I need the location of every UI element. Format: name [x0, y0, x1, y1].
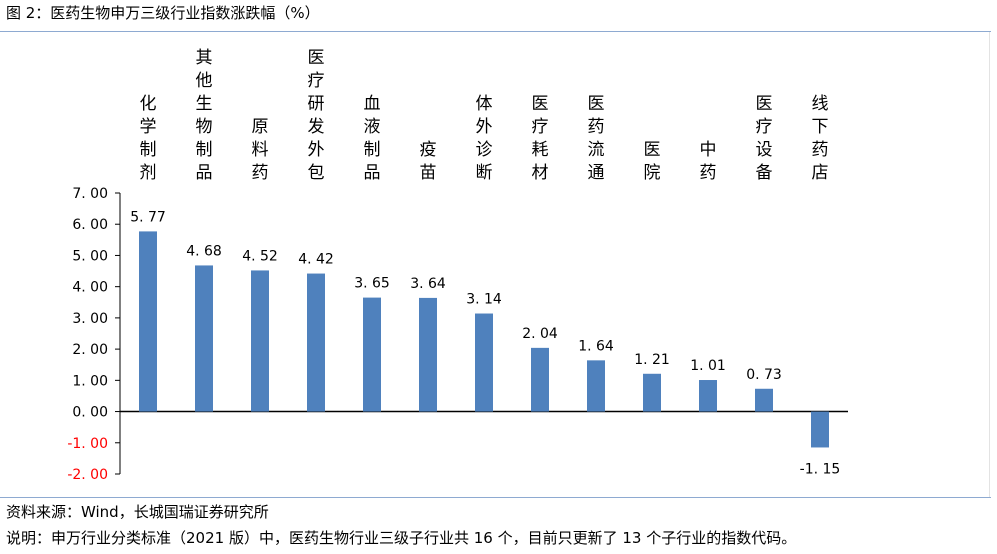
y-tick-label: 2. 00	[72, 342, 108, 358]
category-label: 体外诊断	[476, 94, 493, 183]
bar	[643, 373, 661, 412]
y-tick-label: 6. 00	[72, 217, 108, 233]
y-tick-label: 3. 00	[72, 311, 108, 327]
value-label: 3. 65	[354, 276, 390, 292]
category-label: 疫苗	[420, 140, 437, 183]
category-label: 医疗研发外包	[308, 48, 325, 183]
value-label: 5. 77	[130, 209, 166, 225]
value-label: 3. 14	[466, 292, 502, 308]
bottom-divider	[0, 497, 991, 498]
category-label: 其他生物制品	[196, 48, 213, 183]
bar	[811, 411, 829, 448]
value-label: 4. 52	[242, 248, 278, 264]
y-tick-label: -1. 00	[67, 436, 108, 452]
y-tick-label: 7. 00	[72, 186, 108, 202]
category-label: 医药流通	[588, 94, 605, 183]
value-label: 4. 42	[298, 252, 334, 268]
category-label: 中药	[700, 140, 717, 183]
category-label: 医院	[644, 140, 661, 183]
bar	[587, 360, 605, 412]
category-label: 线下药店	[812, 94, 829, 183]
bar	[195, 265, 213, 412]
category-label: 原料药	[252, 117, 269, 183]
y-tick-label: 1. 00	[72, 373, 108, 389]
bar	[475, 313, 493, 412]
y-tick-label: 4. 00	[72, 280, 108, 296]
value-label: 3. 64	[410, 276, 446, 292]
category-label: 医疗耗材	[532, 94, 549, 183]
category-label: 血液制品	[364, 94, 381, 183]
value-label: -1. 15	[800, 461, 841, 477]
footnote: 说明：申万行业分类标准（2021 版）中，医药生物行业三级子行业共 16 个，目…	[6, 529, 797, 547]
value-label: 4. 68	[186, 243, 222, 259]
category-label: 医疗设备	[756, 94, 773, 183]
y-tick-label: -2. 00	[67, 467, 108, 483]
bar	[531, 347, 549, 412]
y-tick-label: 5. 00	[72, 248, 108, 264]
source-note: 资料来源：Wind，长城国瑞证券研究所	[6, 503, 269, 521]
top-divider	[0, 31, 991, 32]
value-label: 2. 04	[522, 326, 558, 342]
value-label: 1. 21	[634, 352, 670, 368]
plot-area	[0, 32, 990, 497]
value-label: 1. 64	[578, 338, 614, 354]
value-label: 0. 73	[746, 367, 782, 383]
bar	[419, 297, 437, 412]
category-label: 化学制剂	[140, 94, 157, 183]
figure-title: 图 2：医药生物申万三级行业指数涨跌幅（%）	[6, 4, 320, 22]
bar	[251, 270, 269, 412]
value-label: 1. 01	[690, 358, 726, 374]
bar	[755, 388, 773, 412]
bar	[139, 231, 157, 412]
bar	[363, 297, 381, 412]
y-tick-label: 0. 00	[72, 405, 108, 421]
bar	[699, 380, 717, 412]
bar	[307, 273, 325, 412]
